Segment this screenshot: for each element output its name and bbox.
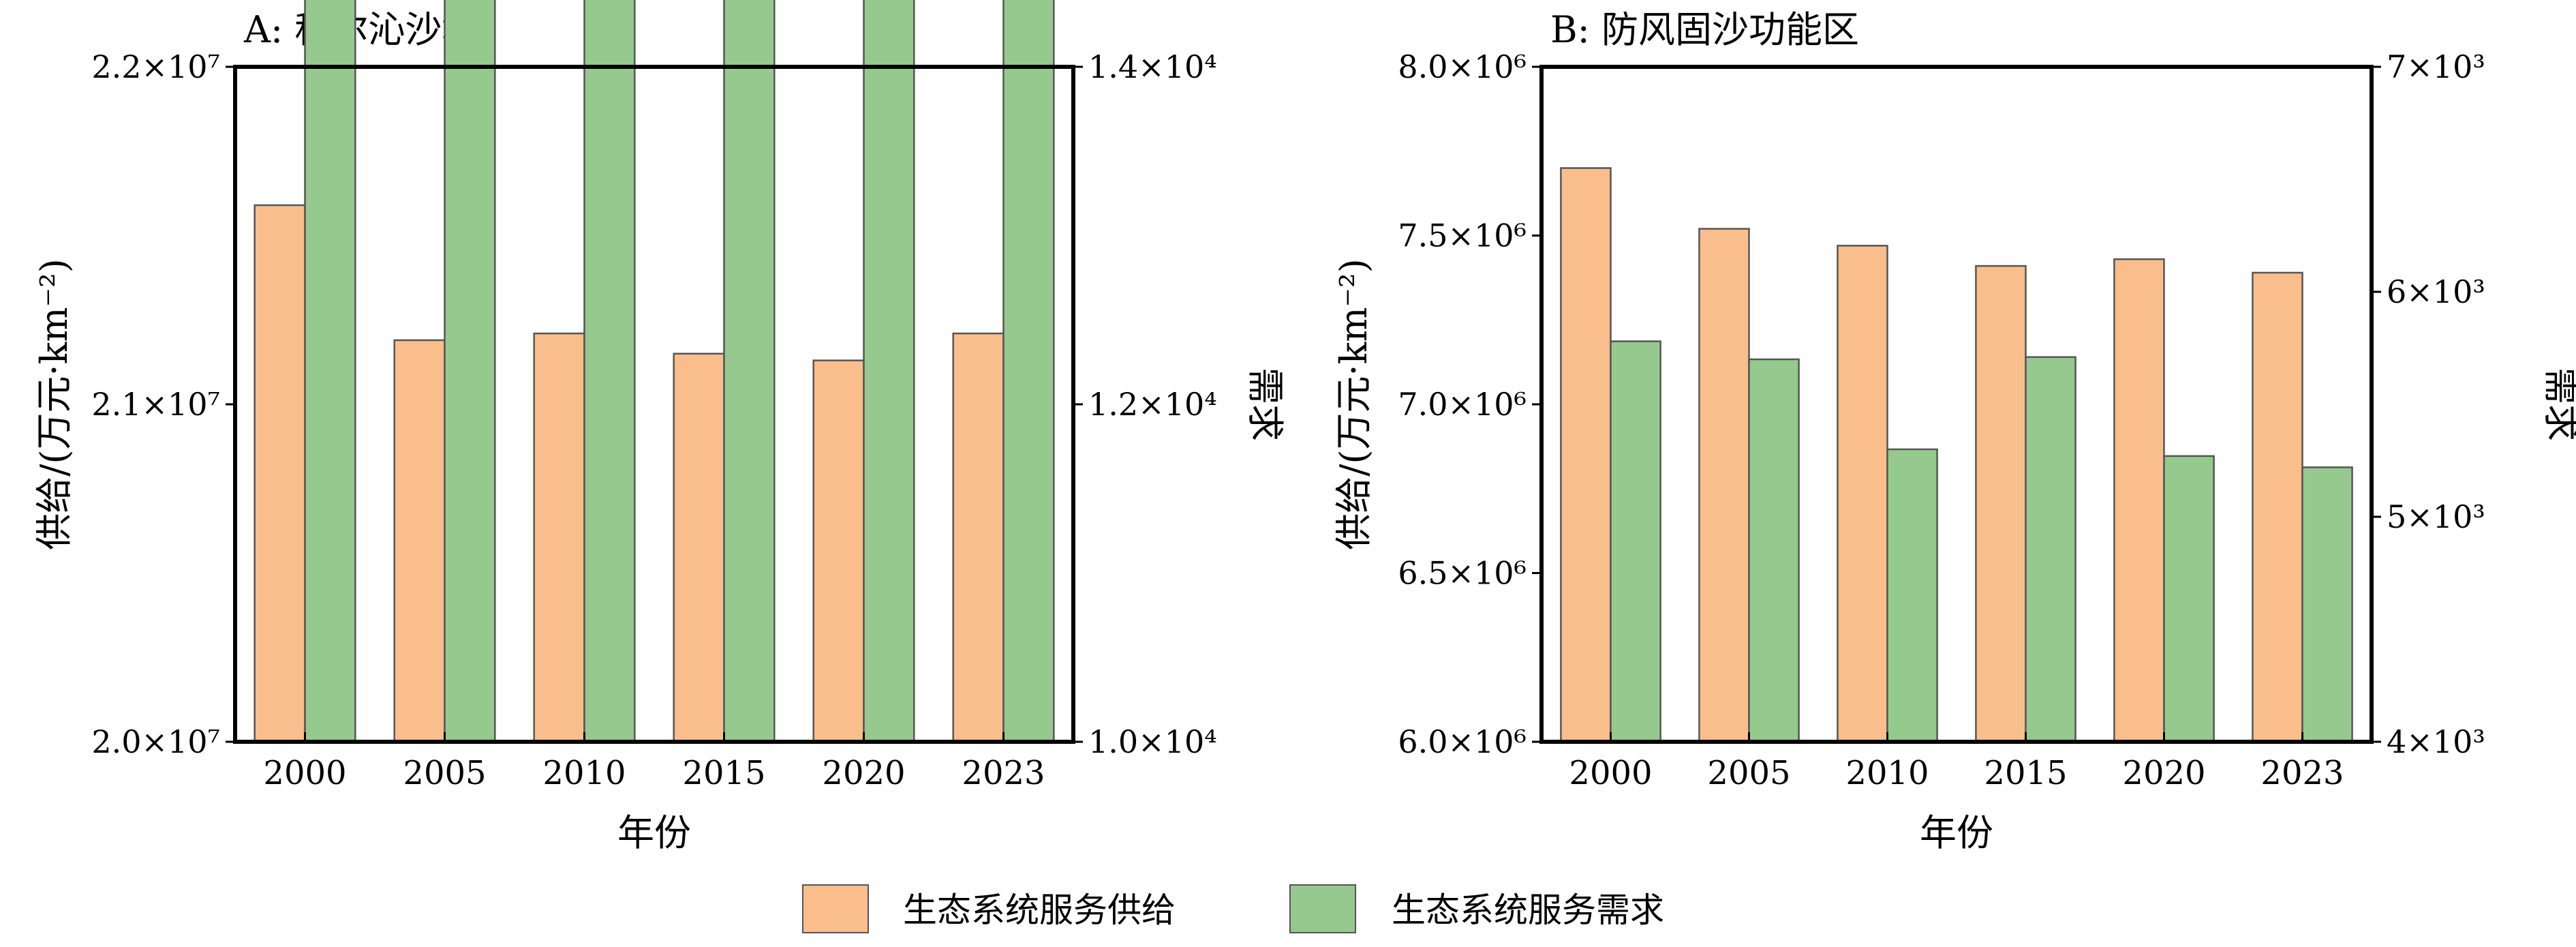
supply-bar-2000 <box>254 204 306 743</box>
y-tick-label: 8.0×10⁶ <box>1398 48 1527 85</box>
x-tick-label: 2020 <box>822 754 905 792</box>
x-axis-label: 年份 <box>1920 811 1993 854</box>
supply-bar-2000 <box>1560 167 1612 743</box>
demand-bar-2010 <box>583 0 636 743</box>
y-tick-label: 2.1×10⁷ <box>91 386 220 423</box>
supply-bar-2010 <box>533 332 585 743</box>
x-tick-label: 2000 <box>263 754 346 792</box>
y2-axis-label: 需求 <box>1244 367 1287 441</box>
x-tick-label: 2010 <box>1845 754 1929 792</box>
x-tick-label: 2015 <box>682 754 765 792</box>
demand-bar-2000 <box>304 0 356 743</box>
y2-axis-label: 需求 <box>2540 367 2576 441</box>
y-axis-label: 供给/(万元·km⁻²) <box>1332 258 1375 550</box>
y2-tick-label: 1.2×10⁴ <box>1088 386 1217 423</box>
x-tick-label: 2023 <box>2260 754 2344 792</box>
x-tick-label: 2020 <box>2122 754 2205 792</box>
y-tick-label: 6.5×10⁶ <box>1398 555 1527 592</box>
y2-tick-label: 4×10³ <box>2387 723 2485 760</box>
supply-bar-2005 <box>393 339 446 743</box>
plot-frame <box>1539 65 2374 744</box>
x-axis-label: 年份 <box>617 811 691 854</box>
chart-panel-b: B: 防风固沙功能区 2000 2005 2010 2015 2020 2023 6.0×10… <box>1332 8 2576 854</box>
demand-bar-2000 <box>1610 340 1661 743</box>
x-tick-label: 2005 <box>403 754 486 792</box>
demand-bar-2020 <box>863 0 915 743</box>
demand-bar-2015 <box>2025 356 2076 743</box>
supply-bar-2020 <box>2113 258 2165 743</box>
y-tick-label: 2.2×10⁷ <box>91 48 220 85</box>
y-tick-label: 7.0×10⁶ <box>1398 386 1527 423</box>
demand-bar-2020 <box>2163 455 2215 743</box>
supply-bar-2015 <box>1975 265 2027 743</box>
demand-bar-2010 <box>1886 448 1938 743</box>
chart-title: B: 防风固沙功能区 <box>1550 8 1859 51</box>
y-tick-label: 6.0×10⁶ <box>1398 723 1527 760</box>
chart-title: A: 科尔沁沙地 <box>243 8 478 51</box>
y2-tick-label: 6×10³ <box>2387 273 2485 310</box>
legend-label-supply: 生态系统服务供给 <box>903 890 1176 930</box>
demand-bar-2015 <box>723 0 776 743</box>
x-tick-label: 2023 <box>962 754 1045 792</box>
x-tick-label: 2005 <box>1707 754 1790 792</box>
y2-tick-label: 1.0×10⁴ <box>1088 723 1217 760</box>
demand-bar-2005 <box>444 0 496 743</box>
plot-frame <box>233 65 1075 744</box>
supply-bar-2020 <box>812 359 865 743</box>
y2-tick-label: 1.4×10⁴ <box>1088 48 1217 85</box>
supply-bar-2010 <box>1837 245 1888 743</box>
legend-swatch-demand <box>1289 884 1356 933</box>
y2-tick-label: 7×10³ <box>2387 48 2485 85</box>
x-tick-label: 2010 <box>542 754 626 792</box>
supply-bar-2023 <box>952 332 1005 743</box>
supply-bar-2015 <box>673 352 725 743</box>
y2-tick-label: 5×10³ <box>2387 498 2485 535</box>
demand-bar-2023 <box>1002 0 1055 743</box>
demand-bar-2023 <box>2301 466 2353 743</box>
legend-swatch-supply <box>802 884 869 933</box>
y-tick-label: 7.5×10⁶ <box>1398 217 1527 254</box>
legend-label-demand: 生态系统服务需求 <box>1392 890 1664 930</box>
legend: 生态系统服务供给 生态系统服务需求 <box>802 884 1664 933</box>
supply-bar-2023 <box>2252 271 2303 743</box>
supply-bar-2005 <box>1698 228 1750 743</box>
x-tick-label: 2000 <box>1569 754 1652 792</box>
x-tick-label: 2015 <box>1984 754 2067 792</box>
chart-panel-a: A: 科尔沁沙地 2000 2005 2010 2015 2020 2023 2.0×10⁷ 2… <box>33 0 1287 854</box>
y-tick-label: 2.0×10⁷ <box>91 723 220 760</box>
demand-bar-2005 <box>1748 358 1800 743</box>
y-axis-label: 供给/(万元·km⁻²) <box>33 258 76 550</box>
